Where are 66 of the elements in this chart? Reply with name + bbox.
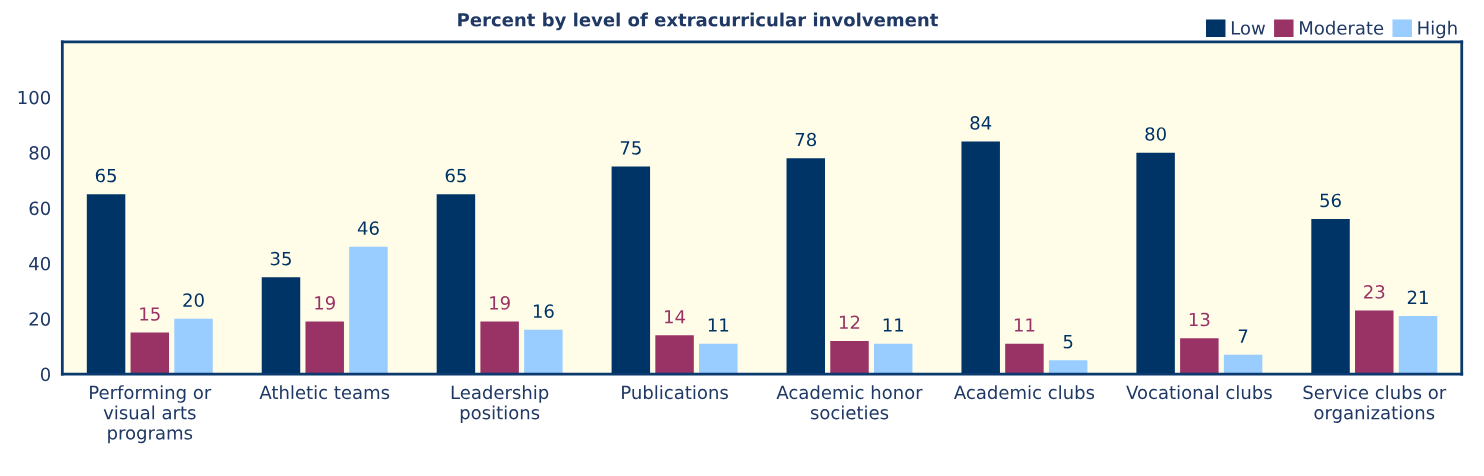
x-tick-label: Publications [622,385,728,400]
data-label: 21 [1407,290,1428,304]
bar [305,321,344,375]
data-label: 15 [140,307,160,321]
bar [1355,310,1394,375]
data-label: 5 [1063,335,1073,349]
data-label: 75 [620,141,641,155]
x-tick-label: Athletic teams [259,385,390,400]
data-label: 7 [1238,329,1248,343]
bar [873,343,913,375]
bar [1311,219,1350,375]
x-tick-label: Service clubs or organizations [1303,385,1447,423]
data-label: 23 [1364,284,1385,299]
bar [786,158,826,375]
bar [130,332,170,375]
bar [349,246,388,375]
bar [830,340,869,375]
data-label: 20 [183,293,204,307]
y-tick-label: 0 [40,367,51,382]
data-label: 14 [665,310,686,324]
bar [699,343,738,375]
bar [261,277,301,375]
y-tick-label: 60 [29,201,51,216]
bar [174,318,213,375]
data-label: 46 [357,221,379,235]
data-label: 65 [95,168,116,183]
data-label: 13 [1189,312,1210,327]
y-tick-label: 20 [29,312,51,326]
data-label: 84 [970,116,992,130]
data-label: 80 [1145,127,1166,141]
x-tick-label: Academic honor societies [776,385,923,420]
bar [1398,315,1438,375]
data-label: 16 [533,304,554,319]
bar [480,321,519,375]
data-label: 65 [445,168,466,183]
y-tick-label: 40 [29,256,51,271]
data-label: 19 [315,296,335,310]
x-tick-label: Vocational clubs [1126,385,1272,400]
bar [436,194,476,375]
legend-label: High [1418,20,1457,39]
x-tick-label: Academic clubs [954,385,1095,400]
x-tick-label: Performing or visual arts programs [90,385,212,444]
bar [1223,354,1263,375]
legend-label: Low [1231,21,1265,35]
bar [1005,343,1044,375]
x-tick-label: Leadership positions [451,385,549,423]
data-label: 78 [795,132,817,147]
data-label: 11 [883,318,904,332]
data-label: 56 [1320,193,1341,208]
bar [655,335,694,375]
data-label: 11 [708,318,729,332]
bar [1136,152,1175,375]
bar [1048,360,1088,375]
data-label: 19 [490,296,510,310]
data-label: 11 [1014,318,1035,332]
legend-label: Moderate [1300,20,1384,35]
data-label: 12 [839,315,860,329]
y-tick-label: 80 [29,146,51,160]
bar [961,141,1000,375]
bar [1180,338,1219,375]
bar [86,194,126,375]
data-label: 35 [270,251,291,266]
bar [524,329,563,375]
chart-title: Percent by level of extracurricular involvement [458,12,938,31]
bar [611,166,651,375]
y-tick-label: 100 [18,90,51,105]
